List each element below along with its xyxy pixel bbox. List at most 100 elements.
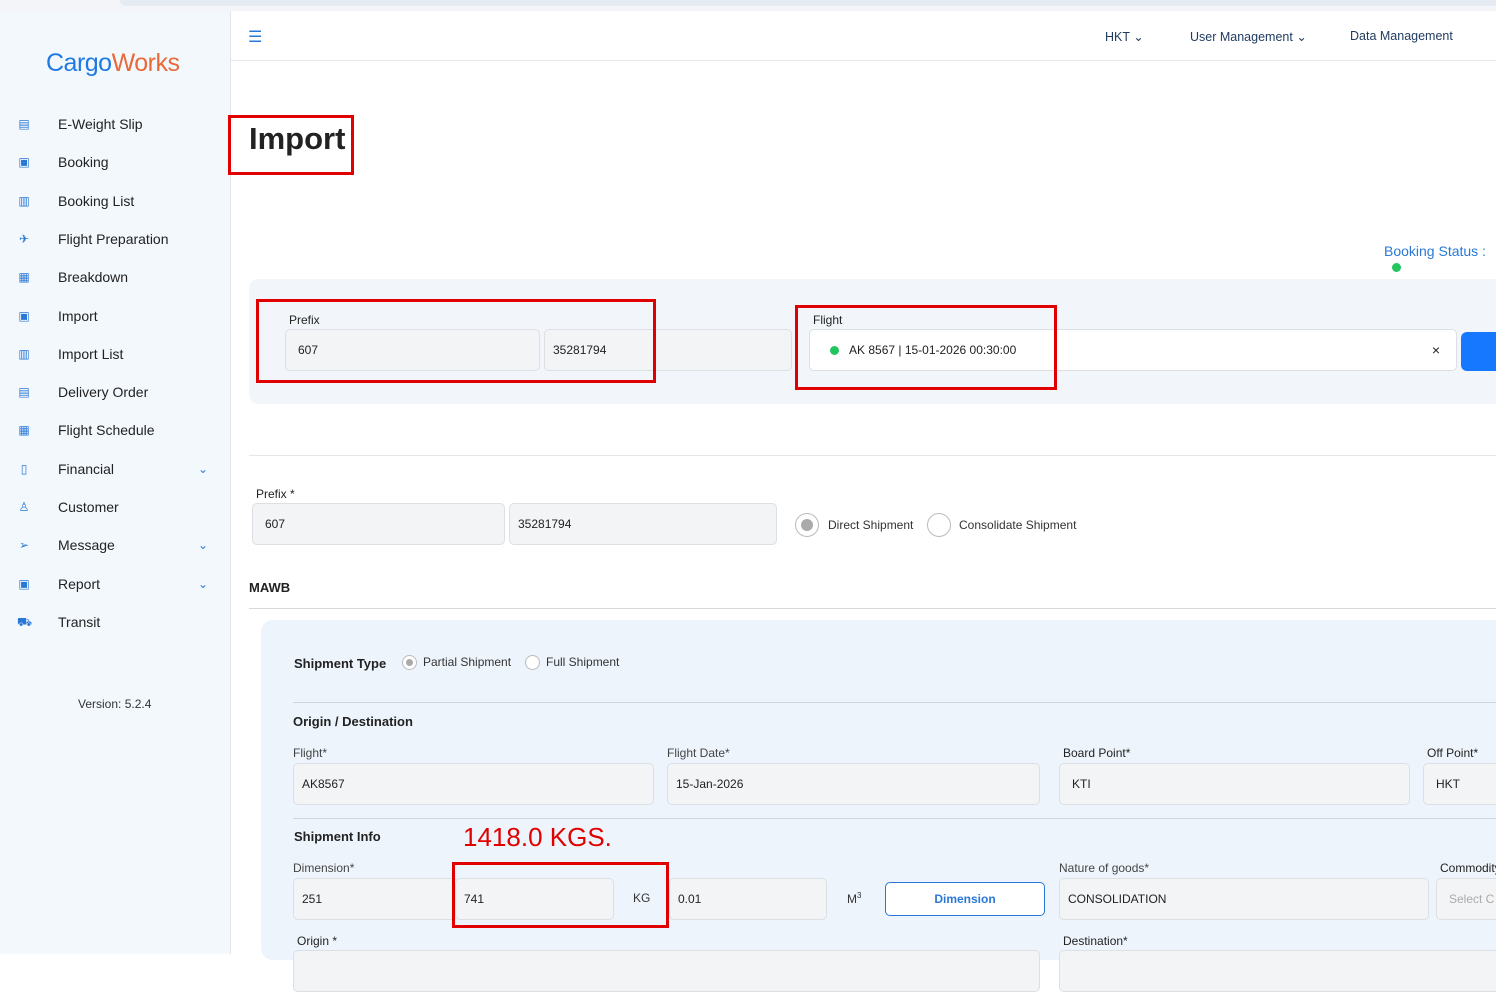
chevron-down-icon[interactable]: ⌄ xyxy=(198,576,209,591)
sidebar-item-delivery-order[interactable]: ▤ Delivery Order xyxy=(0,374,230,410)
destination-label: Destination* xyxy=(1063,934,1128,948)
origin-destination-title: Origin / Destination xyxy=(293,714,413,729)
chevron-down-icon: ⌄ xyxy=(1133,30,1144,44)
user-icon: ♙ xyxy=(18,500,30,514)
doc-icon: ▤ xyxy=(18,385,30,400)
search-button[interactable] xyxy=(1461,332,1496,371)
sidebar-item-booking-list[interactable]: ▥ Booking List xyxy=(0,183,230,219)
partial-shipment-radio[interactable] xyxy=(402,655,417,670)
hamburger-menu-icon[interactable]: ☰ xyxy=(248,29,263,46)
calendar-icon: ▦ xyxy=(18,423,30,438)
flight-input[interactable]: AK8567 xyxy=(293,763,654,805)
truck-icon: ⛟ xyxy=(17,614,33,629)
sidebar-item-customer[interactable]: ♙ Customer xyxy=(0,489,230,525)
nature-of-goods-input[interactable]: CONSOLIDATION xyxy=(1059,878,1429,920)
consolidate-shipment-label: Consolidate Shipment xyxy=(959,518,1077,532)
origin-input[interactable] xyxy=(293,950,1040,992)
board-point-label: Board Point* xyxy=(1063,746,1131,760)
flight-value: AK 8567 | 15-01-2026 00:30:00 xyxy=(849,343,1017,357)
sidebar-item-label: Message xyxy=(58,537,115,554)
board-point-input[interactable]: KTI xyxy=(1059,763,1410,805)
search-awb-input[interactable]: 35281794 xyxy=(544,329,792,371)
finance-icon: ▯ xyxy=(20,461,28,476)
plane-icon: ✈ xyxy=(18,231,30,246)
divider xyxy=(293,702,1496,703)
sidebar-item-label: Report xyxy=(58,575,101,592)
destination-input[interactable] xyxy=(1059,950,1496,992)
origin-label: Origin * xyxy=(297,934,338,948)
sidebar-item-e-weight-slip[interactable]: ▤ E-Weight Slip xyxy=(0,106,230,142)
sidebar-item-transit[interactable]: ⛟ Transit xyxy=(0,604,230,640)
sidebar-item-financial[interactable]: ▯ Financial ⌄ xyxy=(0,451,230,487)
data-management-menu[interactable]: Data Management xyxy=(1350,29,1453,43)
pieces-input[interactable]: 251 xyxy=(293,878,458,920)
sidebar-item-label: Breakdown xyxy=(58,269,129,286)
nature-of-goods-label: Nature of goods* xyxy=(1059,861,1150,875)
search-prefix-input[interactable]: 607 xyxy=(285,329,540,371)
commodity-label: Commodity xyxy=(1440,861,1496,875)
sidebar-item-label: Delivery Order xyxy=(58,384,149,401)
clear-icon[interactable]: × xyxy=(1431,342,1440,358)
direct-shipment-radio[interactable] xyxy=(795,513,819,537)
chevron-down-icon[interactable]: ⌄ xyxy=(198,538,209,553)
page-title: Import xyxy=(249,121,346,156)
send-icon: ➢ xyxy=(18,538,30,553)
flight-date-label: Flight Date* xyxy=(667,746,730,760)
sidebar-item-import[interactable]: ▣ Import xyxy=(0,298,230,334)
full-shipment-label: Full Shipment xyxy=(546,655,620,669)
sidebar-item-flight-preparation[interactable]: ✈ Flight Preparation xyxy=(0,221,230,257)
partial-shipment-label: Partial Shipment xyxy=(423,655,512,669)
sidebar-item-message[interactable]: ➢ Message ⌄ xyxy=(0,527,230,563)
logo-text: Works xyxy=(111,49,180,77)
sidebar-item-booking[interactable]: ▣ Booking xyxy=(0,144,230,180)
report-icon: ▣ xyxy=(18,576,30,591)
sidebar-item-label: Flight Preparation xyxy=(58,230,169,247)
sidebar-item-label: E-Weight Slip xyxy=(58,116,143,132)
divider xyxy=(249,608,1496,609)
flight-select[interactable]: AK 8567 | 15-01-2026 00:30:00 × xyxy=(809,329,1457,371)
logo-text: Cargo xyxy=(46,49,112,77)
clipboard-icon: ▣ xyxy=(18,155,30,170)
shipment-type-label: Shipment Type xyxy=(294,656,387,671)
shipment-info-title: Shipment Info xyxy=(294,829,381,844)
divider xyxy=(293,818,1496,819)
sidebar-item-import-list[interactable]: ▥ Import List xyxy=(0,336,230,372)
dimension-label: Dimension* xyxy=(293,861,355,875)
flight-date-input[interactable]: 15-Jan-2026 xyxy=(667,763,1040,805)
prefix-input[interactable]: 607 xyxy=(252,503,505,545)
full-shipment-radio[interactable] xyxy=(525,655,540,670)
dimension-button[interactable]: Dimension xyxy=(885,882,1045,916)
consolidate-shipment-radio[interactable] xyxy=(927,513,951,537)
chevron-down-icon[interactable]: ⌄ xyxy=(198,461,209,476)
receipt-icon: ▤ xyxy=(18,117,30,131)
user-management-menu[interactable]: User Management ⌄ xyxy=(1190,30,1307,44)
commodity-select[interactable]: Select C xyxy=(1436,878,1496,920)
sidebar-item-breakdown[interactable]: ▦ Breakdown xyxy=(0,259,230,295)
station-dropdown[interactable]: HKT ⌄ xyxy=(1105,30,1144,44)
weight-input[interactable]: 741 xyxy=(455,878,614,920)
top-header: ☰ HKT ⌄ User Management ⌄ Data Managemen… xyxy=(231,11,1496,61)
list-doc-icon: ▥ xyxy=(18,193,30,208)
weight-unit: KG xyxy=(633,891,651,905)
volume-input[interactable]: 0.01 xyxy=(669,878,827,920)
status-dot-icon xyxy=(1392,263,1401,272)
sidebar-item-label: Customer xyxy=(58,499,119,515)
mawb-title: MAWB xyxy=(249,580,291,595)
sidebar-item-label: Booking List xyxy=(58,192,135,209)
volume-unit: M3 xyxy=(847,891,862,906)
off-point-label: Off Point* xyxy=(1427,746,1479,760)
sidebar-item-report[interactable]: ▣ Report ⌄ xyxy=(0,566,230,602)
browser-top-strip xyxy=(0,0,1496,11)
sidebar: CargoWorks ▤ E-Weight Slip ▣ Booking ▥ Bookin… xyxy=(0,11,231,954)
awb-number-input[interactable]: 35281794 xyxy=(509,503,777,545)
direct-shipment-label: Direct Shipment xyxy=(828,518,914,532)
booking-status: Booking Status : xyxy=(1384,243,1496,275)
off-point-input[interactable]: HKT xyxy=(1423,763,1496,805)
chevron-down-icon: ⌄ xyxy=(1296,30,1307,44)
search-prefix-label: Prefix xyxy=(289,313,320,327)
cargoworks-logo[interactable]: CargoWorks xyxy=(46,49,180,78)
search-flight-label: Flight xyxy=(813,313,843,327)
list-doc-icon: ▥ xyxy=(18,346,30,361)
sidebar-item-flight-schedule[interactable]: ▦ Flight Schedule xyxy=(0,412,230,448)
sidebar-item-label: Flight Schedule xyxy=(58,422,155,439)
